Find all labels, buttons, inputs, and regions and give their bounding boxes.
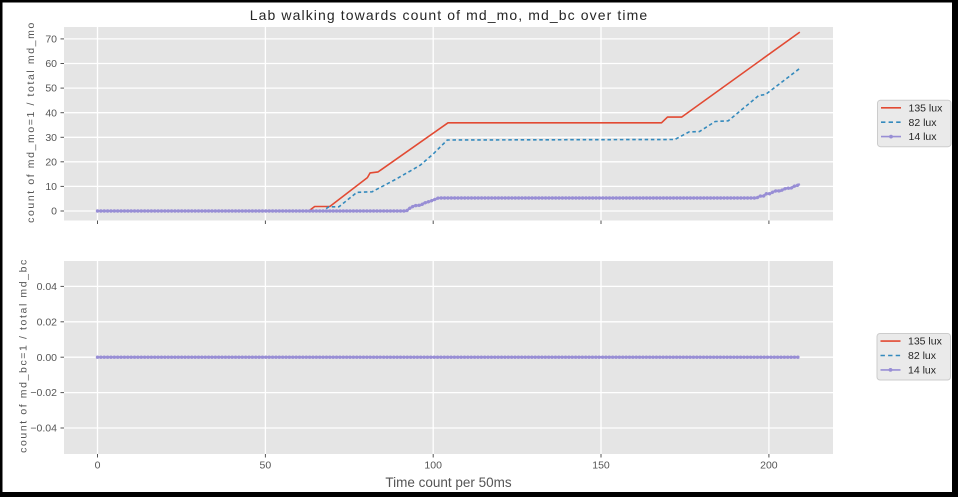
svg-text:count of md_mo=1 / total md_mo: count of md_mo=1 / total md_mo	[25, 21, 37, 223]
svg-text:60: 60	[45, 58, 57, 70]
svg-text:0.00: 0.00	[37, 352, 58, 364]
svg-text:30: 30	[45, 132, 57, 144]
svg-text:14 lux: 14 lux	[909, 131, 938, 143]
svg-text:0.02: 0.02	[37, 316, 58, 328]
svg-text:0: 0	[95, 460, 101, 472]
svg-text:Time count per 50ms: Time count per 50ms	[385, 475, 512, 490]
svg-text:135 lux: 135 lux	[908, 336, 943, 348]
svg-text:150: 150	[592, 460, 610, 472]
svg-text:−0.02: −0.02	[30, 387, 57, 399]
svg-text:50: 50	[45, 83, 57, 95]
svg-text:count of md_bc=1 / total md_bc: count of md_bc=1 / total md_bc	[18, 258, 30, 453]
svg-text:200: 200	[760, 460, 778, 472]
svg-text:50: 50	[260, 460, 272, 472]
svg-text:10: 10	[45, 181, 57, 193]
svg-text:Lab walking towards count of m: Lab walking towards count of md_mo, md_b…	[250, 7, 648, 23]
svg-text:14 lux: 14 lux	[908, 365, 937, 377]
svg-text:40: 40	[45, 107, 57, 119]
svg-text:0: 0	[51, 206, 57, 218]
svg-text:82 lux: 82 lux	[909, 117, 938, 129]
svg-text:0.04: 0.04	[37, 281, 58, 293]
svg-text:100: 100	[424, 460, 442, 472]
svg-text:20: 20	[45, 156, 57, 168]
svg-text:−0.04: −0.04	[30, 423, 57, 435]
svg-text:82 lux: 82 lux	[908, 350, 937, 362]
svg-text:70: 70	[45, 34, 57, 46]
svg-text:135 lux: 135 lux	[909, 102, 944, 114]
